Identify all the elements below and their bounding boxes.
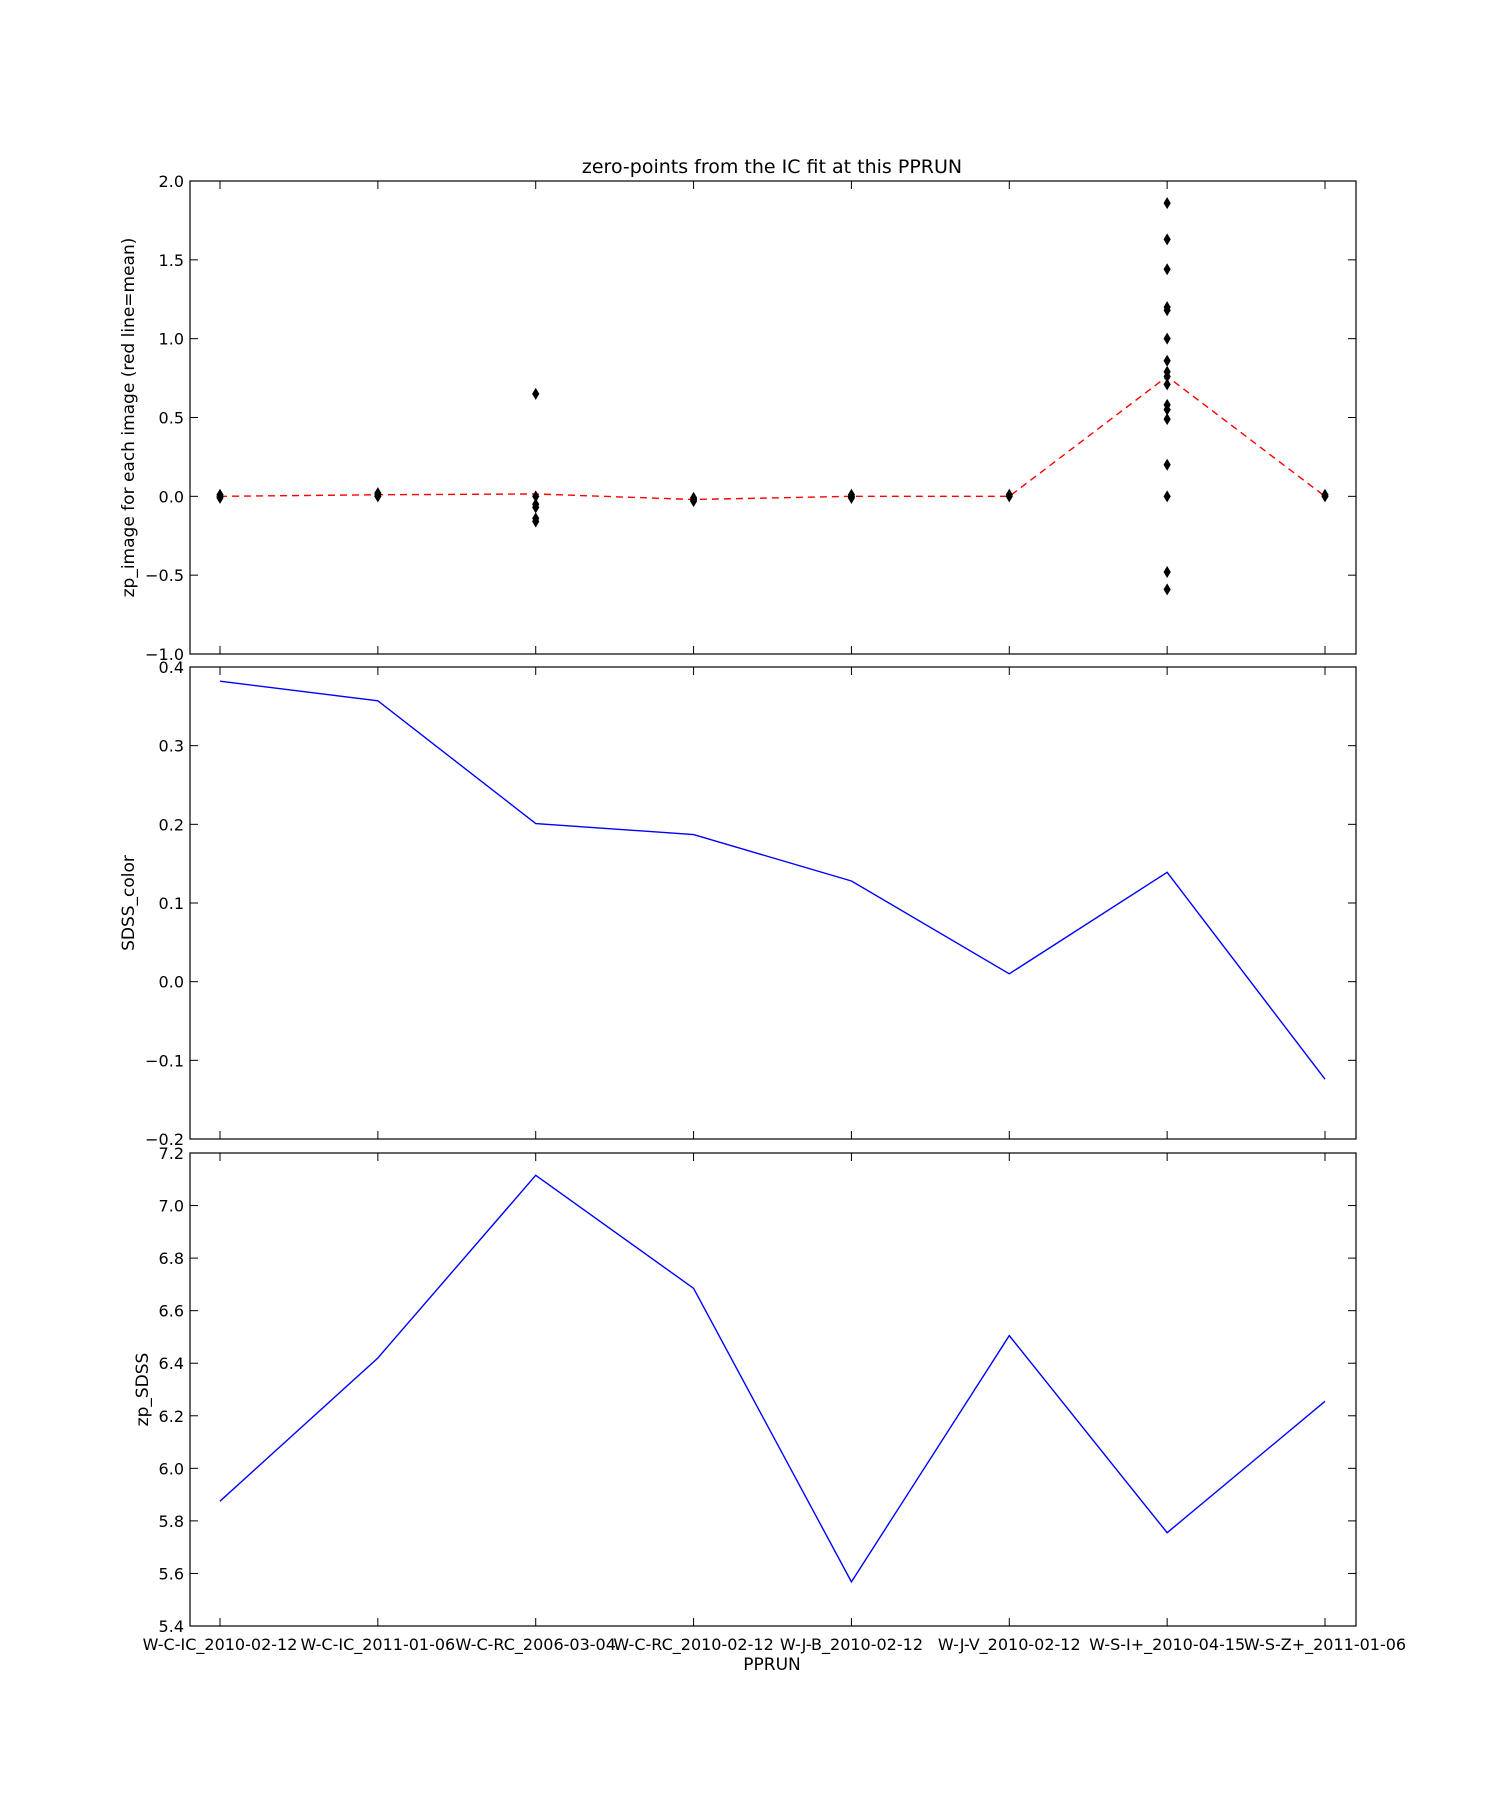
data-point: [532, 490, 540, 503]
data-point: [1163, 583, 1171, 596]
y-tick-label: 0.3: [159, 737, 184, 756]
data-point: [847, 491, 856, 504]
y-tick-label: −0.2: [145, 1130, 184, 1149]
y-tick-label: 0.2: [159, 815, 184, 834]
data-point: [1163, 332, 1171, 345]
data-point: [532, 501, 540, 514]
data-point: [1163, 263, 1171, 276]
data-point: [1163, 354, 1171, 367]
x-tick-label: W-C-IC_2010-02-12: [143, 1635, 298, 1655]
y-axis-label: SDSS_color: [119, 855, 139, 951]
data-point: [1163, 370, 1171, 383]
y-tick-label: −1.0: [145, 645, 184, 664]
data-point: [1163, 197, 1171, 210]
x-tick-label: W-C-RC_2010-02-12: [613, 1635, 773, 1655]
y-tick-label: 1.5: [159, 251, 184, 270]
y-tick-label: 7.0: [159, 1197, 184, 1216]
x-tick-label: W-C-RC_2006-03-04: [456, 1635, 616, 1655]
x-axis-label: PPRUN: [743, 1655, 800, 1675]
y-tick-label: 6.2: [159, 1407, 184, 1426]
data-point: [1005, 488, 1013, 501]
x-tick-label: W-J-V_2010-02-12: [938, 1635, 1081, 1655]
y-tick-label: 1.0: [159, 330, 184, 349]
panel-zp-image: −1.0 −0.5 0.0 0.5 1.0 1.5 2.0 zp_image for each…: [119, 172, 1357, 664]
panel-zp-sdss: 5.4 5.6 5.8 6.0 6.2 6.4 6.6 6.8 7.0 7.2 zp_SDSS W-C…: [133, 1144, 1406, 1655]
y-tick-label: 5.4: [159, 1617, 184, 1636]
plot-frame: [189, 1152, 1357, 1627]
y-tick-label: −0.5: [145, 566, 184, 585]
y-tick-label: 0.0: [159, 487, 184, 506]
data-point: [1163, 378, 1171, 391]
y-tick-label: 7.2: [159, 1144, 184, 1163]
y-tick-label: 6.8: [159, 1249, 184, 1268]
data-point: [1163, 413, 1171, 426]
data-point: [1163, 458, 1171, 471]
y-tick-label: 6.6: [159, 1302, 184, 1321]
y-tick-label: 0.5: [159, 409, 184, 428]
data-point: [1163, 403, 1171, 416]
y-tick-label: 6.0: [159, 1459, 184, 1478]
chart-title: zero-points from the IC fit at this PPRU…: [582, 156, 962, 178]
data-point: [1163, 566, 1171, 579]
series-line: [219, 1174, 1326, 1584]
y-tick-label: 0.1: [159, 894, 184, 913]
mean-line: [219, 375, 1326, 501]
y-tick-label: 6.4: [159, 1354, 184, 1373]
y-tick-label: −0.1: [145, 1051, 184, 1070]
y-axis-label: zp_image for each image (red line=mean): [119, 238, 139, 598]
panel-sdss-color: −0.2 −0.1 0.0 0.1 0.2 0.3 0.4 SDSS_color: [119, 658, 1357, 1149]
y-tick-label: 0.4: [159, 658, 184, 677]
y-tick-label: 0.0: [159, 973, 184, 992]
data-point: [1321, 488, 1329, 501]
data-point: [216, 488, 224, 501]
data-point: [1163, 490, 1171, 503]
x-tick-label: W-S-I+_2010-04-15: [1089, 1635, 1245, 1655]
y-tick-label: 5.8: [159, 1512, 184, 1531]
data-point: [532, 515, 540, 528]
data-point: [1163, 304, 1171, 317]
y-axis-label: zp_SDSS: [133, 1353, 153, 1427]
data-point: [689, 495, 698, 508]
data-point: [532, 387, 540, 400]
y-tick-label: 5.6: [159, 1564, 184, 1583]
x-tick-label: W-S-Z+_2011-01-06: [1244, 1635, 1406, 1655]
data-point: [1163, 233, 1171, 246]
series-line: [219, 680, 1326, 1080]
x-tick-label: W-J-B_2010-02-12: [780, 1635, 923, 1655]
x-tick-label: W-C-IC_2011-01-06: [300, 1635, 455, 1655]
y-tick-label: 2.0: [159, 172, 184, 191]
data-point: [374, 487, 382, 500]
